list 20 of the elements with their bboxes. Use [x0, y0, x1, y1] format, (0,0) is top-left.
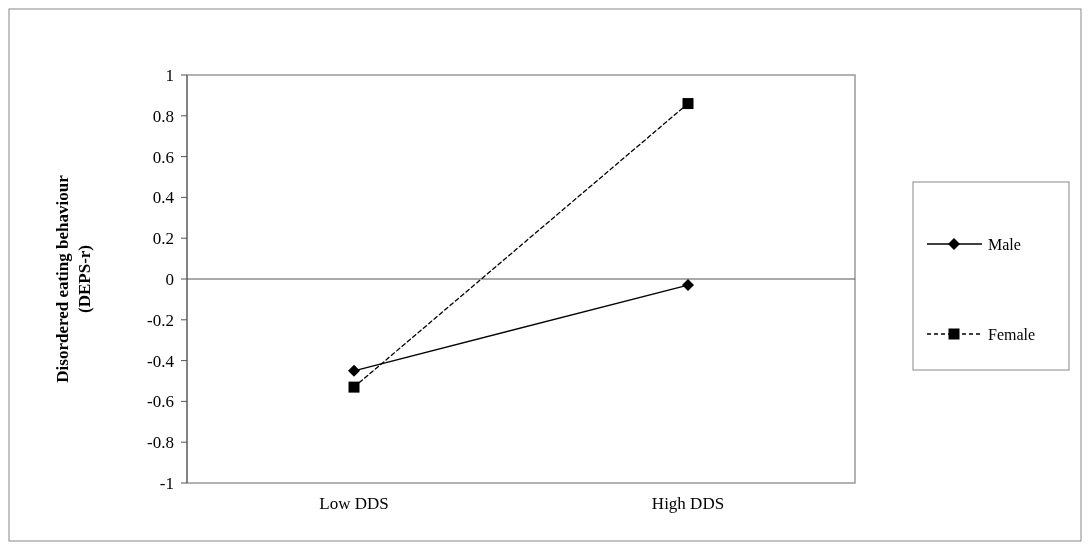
legend-label: Male [988, 235, 1021, 253]
y-tick-label: -1 [159, 473, 174, 493]
y-tick-label: 0.2 [152, 229, 174, 249]
y-tick-label: 0.8 [152, 106, 174, 126]
y-tick-label: -0.8 [147, 433, 174, 453]
point [682, 279, 694, 292]
y-tick-label: -0.2 [147, 310, 174, 330]
point [348, 381, 360, 393]
legend-label: Female [988, 325, 1036, 343]
y-tick-label: -0.4 [147, 351, 175, 371]
y-tick-label: 0.6 [152, 147, 174, 167]
y-axis-title: Disordered eating behaviour (DEPS-r) [53, 174, 94, 383]
y-tick-label: 0 [165, 269, 174, 289]
point [682, 98, 694, 110]
x-tick-label: Low DDS [319, 494, 389, 513]
point [348, 364, 360, 377]
y-tick-label: -0.6 [147, 392, 174, 412]
y-tick-label: 0.4 [152, 188, 175, 208]
y-tick-label: 1 [165, 65, 174, 85]
x-tick-label: High DDS [651, 494, 725, 513]
